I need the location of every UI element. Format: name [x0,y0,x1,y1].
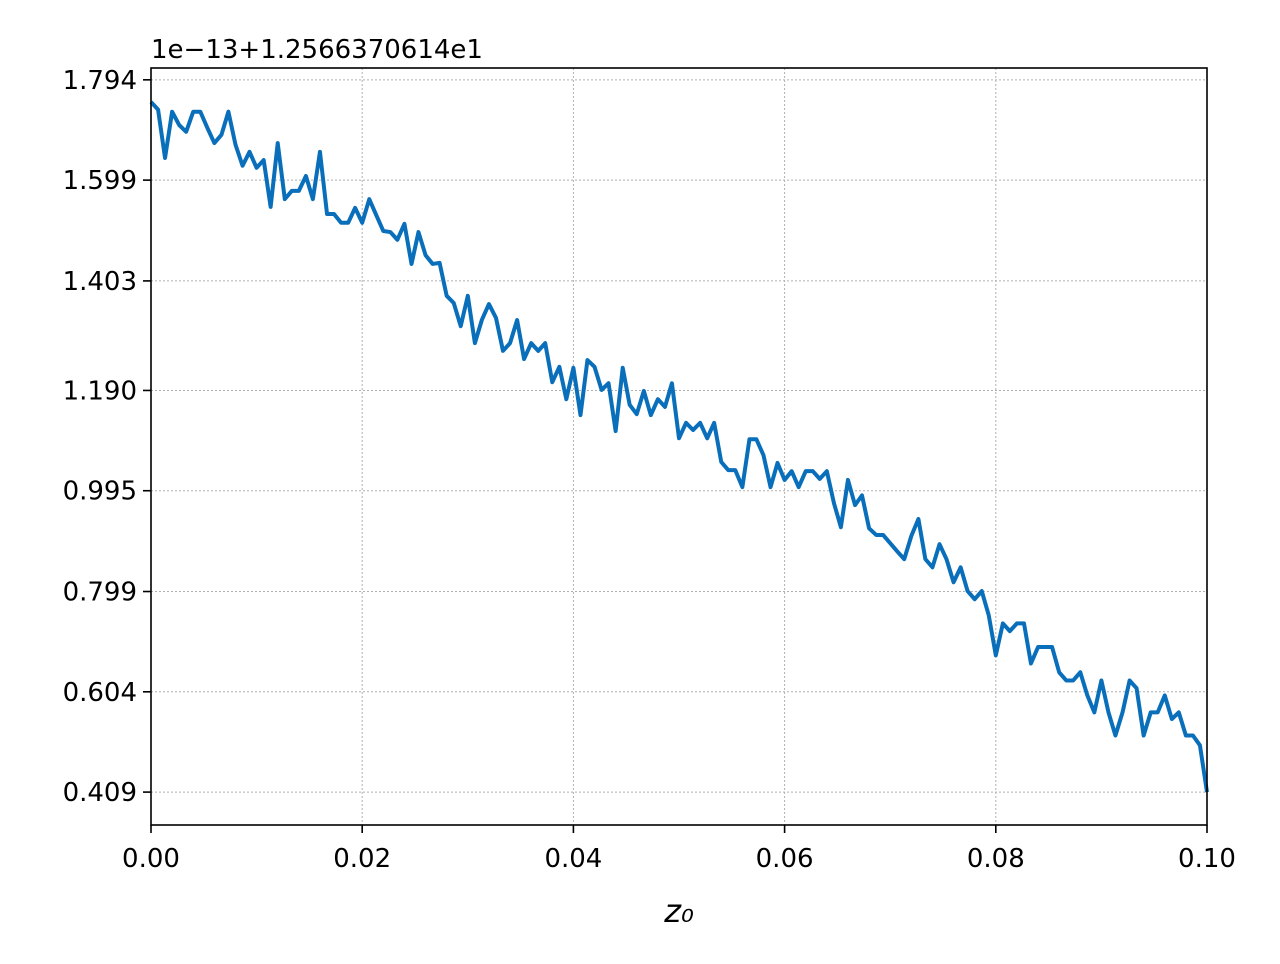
offset-label: 1e−13+1.2566370614e1 [151,35,483,65]
y-tick-label: 1.794 [63,66,137,96]
x-tick-label: 0.06 [756,844,814,874]
data-line [149,100,1209,793]
y-tick-label: 1.599 [63,166,137,196]
y-tick-label: 0.799 [63,578,137,608]
x-tick-label: 0.08 [967,844,1025,874]
y-tick-label: 0.409 [63,778,137,808]
plot-frame [150,67,1208,826]
x-tick-label: 0.00 [122,844,180,874]
y-tick-label: 0.604 [63,678,137,708]
y-tick-label: 0.995 [63,477,137,507]
x-tick-label: 0.02 [333,844,391,874]
x-tick-label: 0.04 [544,844,602,874]
y-tick-label: 1.403 [63,267,137,297]
y-tick-label: 1.190 [63,376,137,406]
x-tick-label: 0.10 [1178,844,1236,874]
x-axis-label: z₀ [663,892,694,930]
